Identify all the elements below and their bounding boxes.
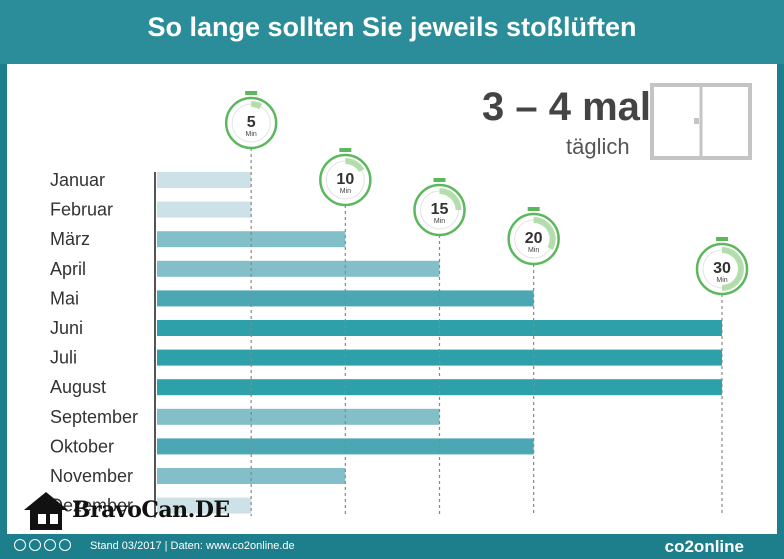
window-icon — [650, 83, 752, 160]
month-label: Dezember — [50, 496, 133, 516]
headline-sub: täglich — [566, 134, 630, 159]
bar — [157, 260, 440, 277]
bar — [157, 468, 346, 484]
headline-group: 3 – 4 mal täglich — [482, 83, 752, 160]
timer-unit: Min — [340, 188, 351, 195]
month-label: September — [50, 407, 138, 427]
bar — [157, 497, 252, 514]
watermark: BravoCan.DE — [22, 488, 230, 532]
timer-value: 15 — [431, 201, 449, 218]
timer-value: 30 — [713, 260, 731, 277]
cc-icon — [14, 539, 26, 551]
page-title: So lange sollten Sie jeweils stoßlüften — [147, 12, 637, 42]
timer-unit: Min — [434, 218, 445, 225]
footer-meta: Stand 03/2017 | Daten: www.co2online.de — [90, 540, 295, 552]
month-label: November — [50, 466, 133, 486]
footer-brand: co2online — [664, 537, 744, 556]
month-label: August — [50, 377, 106, 397]
timer-unit: Min — [716, 277, 727, 284]
bar — [157, 172, 252, 188]
timer-unit: Min — [528, 247, 539, 254]
headline-big: 3 – 4 mal — [482, 85, 651, 129]
month-label: Februar — [50, 200, 113, 220]
license-icons — [14, 539, 71, 551]
timer-value: 20 — [525, 230, 543, 247]
month-label: Juli — [50, 348, 77, 368]
footer-bar: Stand 03/2017 | Daten: www.co2online.de … — [0, 534, 784, 559]
month-label: Oktober — [50, 436, 114, 456]
house-icon — [24, 492, 68, 530]
header-bar — [0, 0, 784, 64]
timer-unit: Min — [246, 131, 257, 138]
month-label: April — [50, 259, 86, 279]
bar — [157, 201, 252, 218]
month-label: Mai — [50, 288, 79, 308]
watermark-text: BravoCan.DE — [72, 497, 230, 523]
bar — [157, 408, 440, 425]
by-icon — [29, 539, 41, 551]
month-label: Januar — [50, 170, 105, 190]
timer-value: 5 — [247, 114, 256, 131]
timer-value: 10 — [336, 171, 354, 188]
nc-icon — [44, 539, 56, 551]
month-label: Juni — [50, 318, 83, 338]
sa-icon — [59, 539, 71, 551]
month-label: März — [50, 229, 90, 249]
